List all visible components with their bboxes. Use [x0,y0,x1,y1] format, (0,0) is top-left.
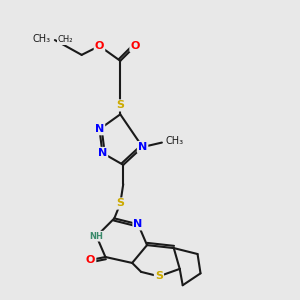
Text: N: N [138,142,147,152]
Text: N: N [95,124,104,134]
Text: NH: NH [90,232,104,241]
Text: O: O [130,41,140,51]
Text: CH₃: CH₃ [166,136,184,146]
Text: N: N [134,219,143,229]
Text: S: S [155,271,163,281]
Text: CH₂: CH₂ [58,35,73,44]
Text: O: O [95,41,104,51]
Text: S: S [116,100,124,110]
Text: O: O [86,255,95,265]
Text: N: N [98,148,107,158]
Text: CH₃: CH₃ [32,34,50,44]
Text: S: S [116,199,124,208]
